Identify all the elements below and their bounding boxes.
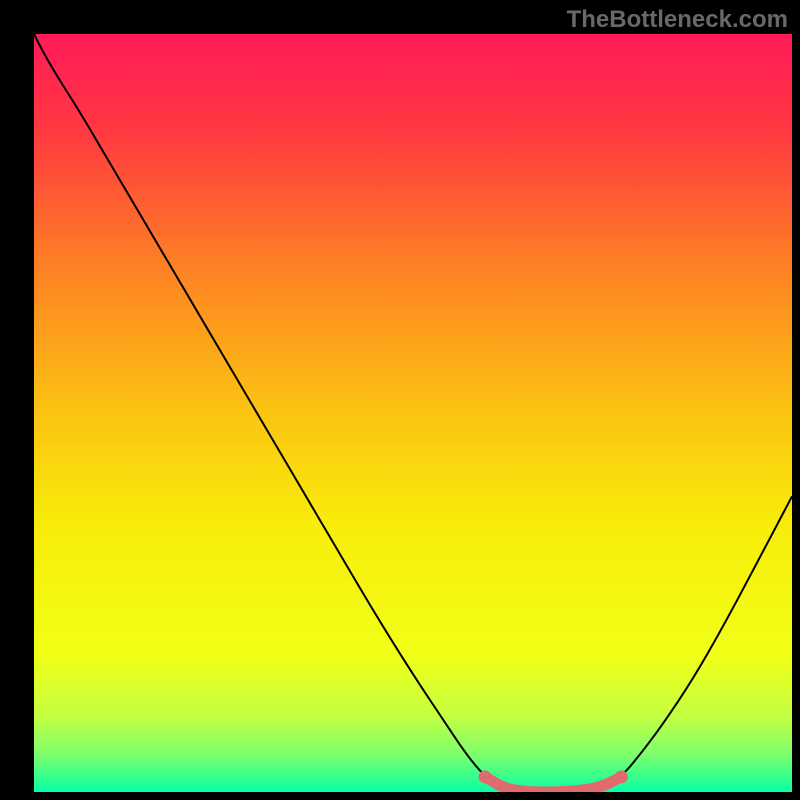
highlight-dot [479, 770, 492, 783]
highlight-dot [615, 770, 628, 783]
frame-right [792, 0, 800, 800]
plot-background [34, 34, 792, 792]
attribution-text: TheBottleneck.com [567, 6, 788, 34]
bottleneck-chart [0, 0, 800, 800]
frame-left [0, 0, 34, 800]
frame-bottom [0, 792, 800, 800]
